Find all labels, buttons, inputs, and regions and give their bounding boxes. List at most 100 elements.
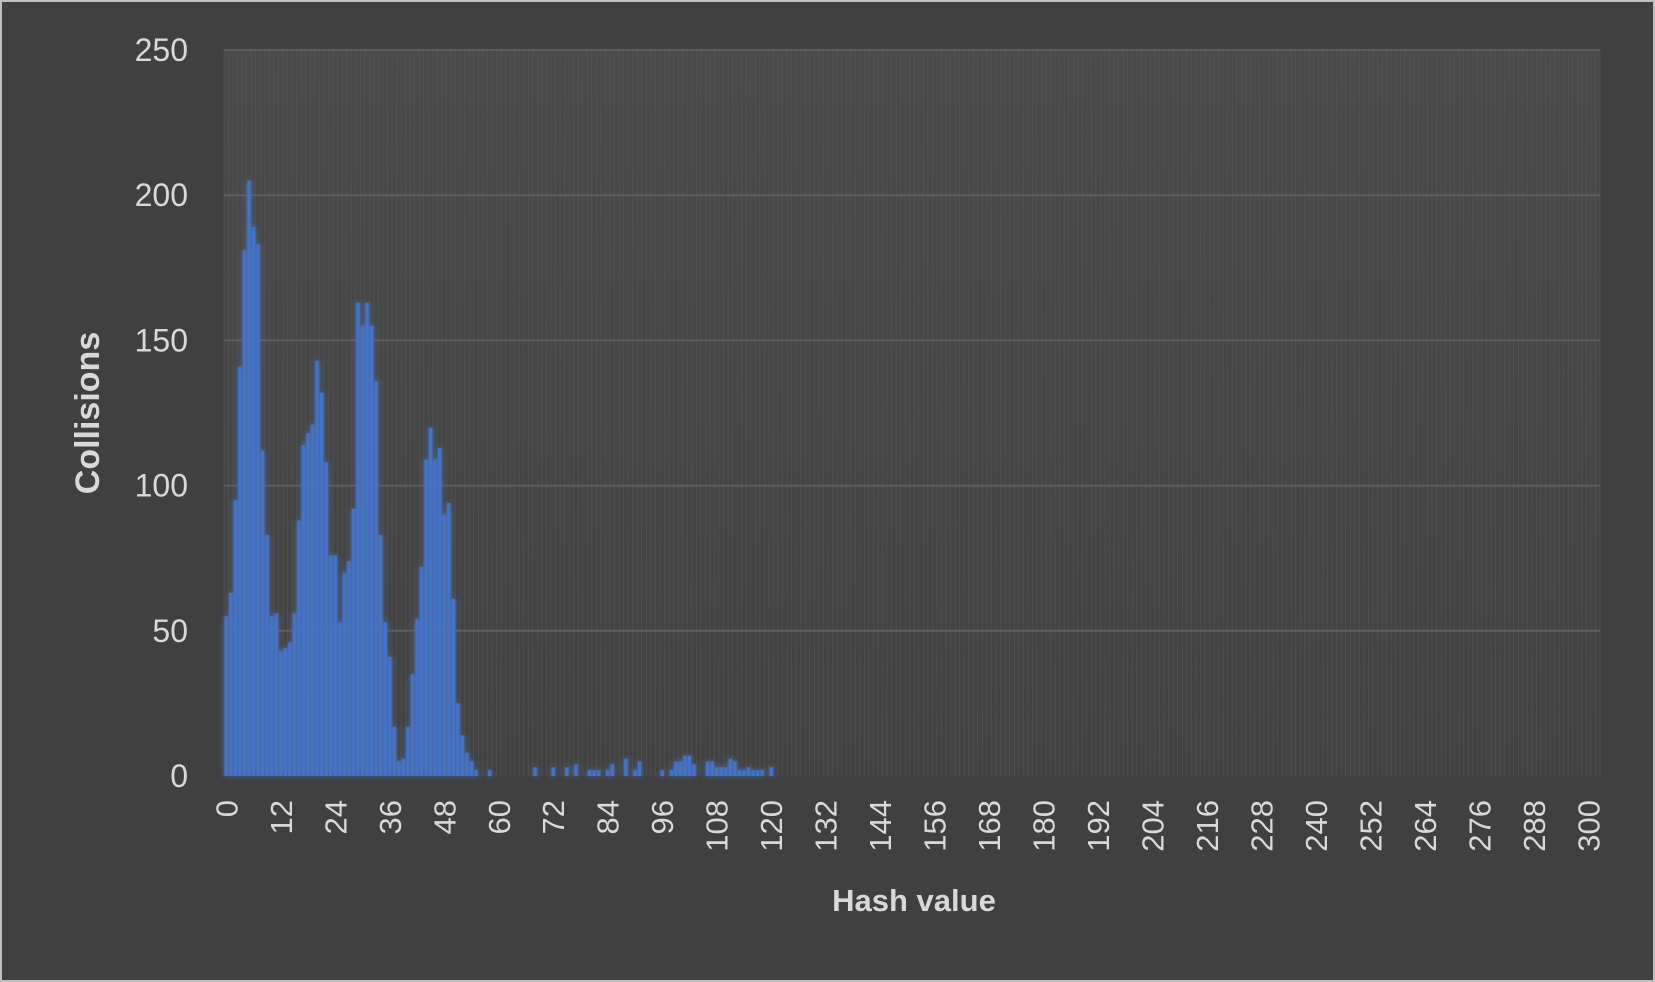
x-tick-label: 108 xyxy=(700,800,735,852)
bar xyxy=(401,758,406,776)
bar xyxy=(410,674,415,776)
x-tick-label: 168 xyxy=(972,800,1007,852)
bar xyxy=(474,770,478,776)
bar-series xyxy=(224,180,773,776)
bar xyxy=(637,761,642,776)
bar xyxy=(428,427,433,776)
y-axis-tick-labels: 0 50 100 150 200 250 xyxy=(135,32,188,794)
bar xyxy=(238,366,242,776)
bar xyxy=(319,392,324,776)
y-tick-label: 0 xyxy=(170,758,188,794)
bar xyxy=(574,764,578,776)
bar xyxy=(437,447,442,776)
x-tick-label: 180 xyxy=(1027,800,1062,852)
bar xyxy=(760,770,764,776)
x-tick-label: 276 xyxy=(1463,800,1498,852)
bar xyxy=(383,622,387,776)
bar xyxy=(442,514,446,776)
bar xyxy=(683,755,687,776)
bar xyxy=(465,752,469,776)
bar xyxy=(333,555,337,776)
bar xyxy=(374,381,378,776)
bar xyxy=(678,761,683,776)
bar xyxy=(324,462,328,776)
bar xyxy=(342,572,347,776)
bar xyxy=(297,520,301,776)
x-tick-label: 252 xyxy=(1354,800,1389,852)
bar xyxy=(587,770,592,776)
bar xyxy=(424,459,428,776)
bar xyxy=(692,764,696,776)
bar xyxy=(728,758,733,776)
y-tick-label: 250 xyxy=(135,32,188,68)
bar xyxy=(742,770,746,776)
vertical-gridlines xyxy=(223,50,1601,776)
bar xyxy=(283,648,288,776)
x-tick-label: 204 xyxy=(1136,800,1171,852)
bar xyxy=(451,598,456,776)
bar xyxy=(274,613,278,776)
bar xyxy=(687,755,692,776)
bar xyxy=(710,761,714,776)
bar xyxy=(719,767,723,776)
bar xyxy=(769,767,773,776)
x-tick-label: 96 xyxy=(645,800,680,834)
bar xyxy=(365,302,369,776)
bar xyxy=(301,444,306,776)
bar xyxy=(288,642,292,776)
y-tick-label: 150 xyxy=(135,322,188,358)
bar xyxy=(415,619,419,776)
bar xyxy=(674,761,678,776)
bar xyxy=(256,244,260,776)
bar xyxy=(669,770,674,776)
bar xyxy=(487,770,492,776)
x-tick-label: 216 xyxy=(1190,800,1225,852)
bar xyxy=(279,651,283,776)
bar xyxy=(447,503,451,776)
bar xyxy=(565,767,569,776)
x-tick-label: 228 xyxy=(1245,800,1280,852)
bar xyxy=(351,508,356,776)
bar xyxy=(242,250,247,776)
x-tick-label: 84 xyxy=(591,800,626,834)
bar xyxy=(596,770,601,776)
bar xyxy=(233,500,238,776)
bar xyxy=(356,302,360,776)
bar xyxy=(251,227,256,776)
bar xyxy=(347,561,351,776)
x-tick-label: 288 xyxy=(1517,800,1552,852)
bar xyxy=(460,735,465,776)
bar xyxy=(369,325,374,776)
bar xyxy=(533,767,537,776)
bar xyxy=(456,703,460,776)
bar xyxy=(606,770,610,776)
bar xyxy=(715,767,719,776)
x-tick-label: 60 xyxy=(482,800,517,834)
x-tick-label: 120 xyxy=(754,800,789,852)
bar xyxy=(378,534,383,776)
x-tick-label: 48 xyxy=(427,800,462,834)
bar xyxy=(388,656,392,776)
x-axis-title: Hash value xyxy=(832,883,996,918)
y-tick-label: 200 xyxy=(135,177,188,213)
bar xyxy=(419,566,424,776)
bar xyxy=(610,764,614,776)
x-tick-label: 12 xyxy=(264,800,299,834)
bar xyxy=(260,450,265,776)
bar xyxy=(469,761,474,776)
x-tick-label: 0 xyxy=(209,800,244,817)
x-tick-label: 132 xyxy=(809,800,844,852)
bar xyxy=(592,770,596,776)
x-tick-label: 72 xyxy=(536,800,571,834)
x-tick-label: 144 xyxy=(863,800,898,852)
bar xyxy=(633,770,637,776)
bar xyxy=(433,459,437,776)
x-tick-label: 300 xyxy=(1572,800,1607,852)
bar xyxy=(737,770,742,776)
bar xyxy=(755,770,760,776)
y-tick-label: 100 xyxy=(135,468,188,504)
bar xyxy=(397,761,401,776)
bar xyxy=(392,726,397,776)
bar xyxy=(265,534,269,776)
